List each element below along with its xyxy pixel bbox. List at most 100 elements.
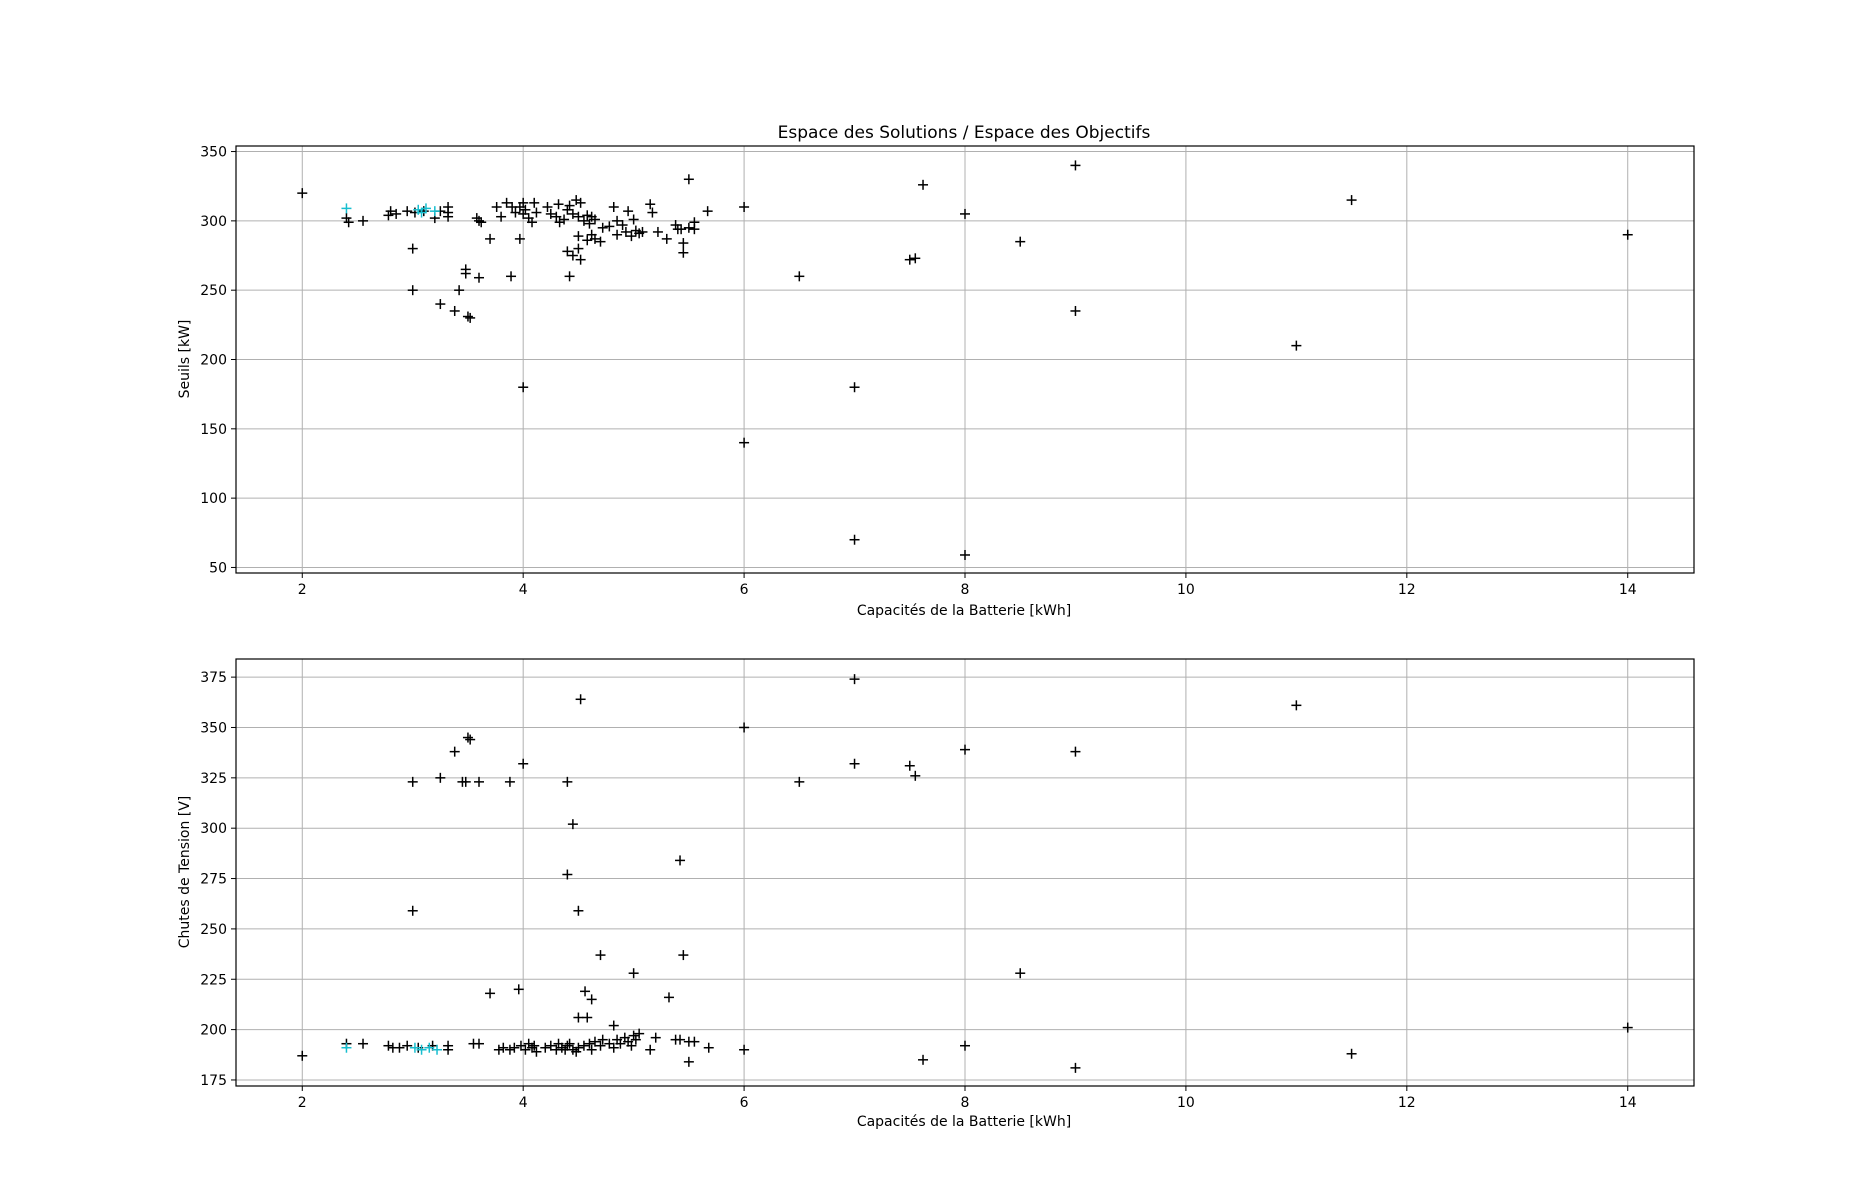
top-data-point [559, 214, 570, 225]
bottom-data-point [383, 1040, 394, 1051]
top-y-tick-label: 250 [200, 283, 227, 299]
top-data-point [420, 203, 431, 214]
top-axes: 2 4 6 8 10 12 14 50 100 150 200 250 300 350 [200, 145, 1695, 598]
top-data-point [506, 271, 517, 282]
top-data-point [589, 214, 600, 225]
top-data-point [612, 229, 623, 240]
bottom-data-point [630, 1034, 641, 1045]
bottom-data-point [518, 758, 529, 769]
top-data-point [510, 207, 521, 218]
top-data-point [595, 236, 606, 247]
bottom-data-point [424, 1042, 435, 1053]
bottom-data-point [407, 905, 418, 916]
bottom-data-point [628, 968, 639, 979]
bottom-data-point [608, 1042, 619, 1053]
top-data-point [584, 218, 595, 229]
bottom-data-point [573, 1042, 584, 1053]
top-data-point [575, 197, 586, 208]
top-data-point [573, 243, 584, 254]
bottom-data-point [584, 1038, 595, 1049]
top-data-point [341, 213, 352, 224]
bottom-data-point [849, 758, 860, 769]
top-data-point [689, 224, 700, 235]
bottom-data-point [1015, 968, 1026, 979]
top-data-point [849, 382, 860, 393]
top-data-point [652, 226, 663, 237]
bottom-x-tick-label: 12 [1398, 1095, 1416, 1111]
top-data-point [620, 226, 631, 237]
bottom-data-point [650, 1032, 661, 1043]
bottom-data-point [582, 1012, 593, 1023]
top-x-tick-label: 6 [740, 582, 749, 598]
bottom-data-point [1070, 746, 1081, 757]
bottom-data-point [493, 1044, 504, 1055]
top-data-point [661, 233, 672, 244]
bottom-data-point [449, 746, 460, 757]
top-y-tick-label: 350 [200, 145, 227, 161]
top-data-point [341, 203, 352, 214]
bottom-y-tick-label: 275 [200, 872, 227, 888]
bottom-data-point [435, 772, 446, 783]
bottom-data-point [573, 1012, 584, 1023]
bottom-data-point [739, 1044, 750, 1055]
bottom-data-point [1346, 1048, 1357, 1059]
top-data-point [443, 211, 454, 222]
bottom-data-point [689, 1036, 700, 1047]
top-data-point [562, 204, 573, 215]
top-data-point [678, 247, 689, 258]
bottom-data-point [562, 776, 573, 787]
bottom-data-point [513, 984, 524, 995]
top-data-point [647, 207, 658, 218]
top-data-point [527, 217, 538, 228]
top-y-tick-label: 200 [200, 353, 227, 369]
top-data-point [794, 271, 805, 282]
bottom-x-tick-label: 6 [740, 1095, 749, 1111]
top-data-point [676, 224, 687, 235]
top-data-point [573, 211, 584, 222]
bottom-data-point [573, 905, 584, 916]
bottom-y-tick-label: 375 [200, 670, 227, 686]
top-y-axis-label: Seuils [kW] [177, 320, 193, 399]
bottom-data-point [595, 1040, 606, 1051]
top-y-tick-label: 300 [200, 214, 227, 230]
top-data-point [582, 210, 593, 221]
bottom-data-point [504, 776, 515, 787]
top-data-point [575, 254, 586, 265]
top-data-point [608, 202, 619, 212]
top-data-point [358, 215, 369, 226]
bottom-x-tick-label: 8 [961, 1095, 970, 1111]
top-data-point [1070, 305, 1081, 316]
top-data-point [645, 199, 656, 210]
top-data-point [564, 200, 575, 211]
bottom-y-tick-label: 300 [200, 821, 227, 837]
top-data-point [849, 534, 860, 545]
bottom-data-point [358, 1038, 369, 1049]
top-x-tick-label: 4 [519, 582, 528, 598]
bottom-y-axis-label: Chutes de Tension [V] [177, 796, 193, 949]
top-data-point [407, 285, 418, 296]
bottom-data-point [918, 1054, 929, 1065]
top-data-point [385, 206, 396, 217]
top-y-tick-label: 150 [200, 422, 227, 438]
top-data-point [739, 437, 750, 448]
bottom-data-point [485, 988, 496, 999]
top-data-point [904, 254, 915, 265]
bottom-y-tick-label: 325 [200, 771, 227, 787]
top-x-axis-label: Capacités de la Batterie [kWh] [857, 603, 1071, 619]
bottom-data-point [407, 776, 418, 787]
bottom-data-point [794, 776, 805, 787]
top-data-point [518, 197, 529, 208]
bottom-data-point [562, 869, 573, 880]
top-data-point [910, 253, 921, 264]
top-data-point [529, 197, 540, 208]
bottom-data-point [540, 1042, 551, 1053]
top-data-point [628, 214, 639, 225]
bottom-data-point [509, 1042, 520, 1053]
bottom-data-point [675, 1034, 686, 1045]
top-data-point [518, 382, 529, 393]
bottom-data-point [545, 1040, 556, 1051]
top-data-point [476, 217, 487, 228]
bottom-axes: 2 4 6 8 10 12 14 175 200 225 250 275 300 325 350 375 [200, 658, 1695, 1111]
bottom-data-point [578, 1040, 589, 1051]
